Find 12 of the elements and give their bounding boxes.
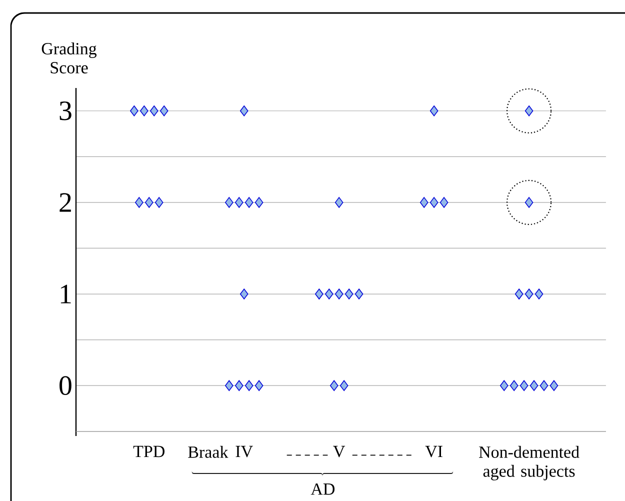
y-tick-label: 3 [60,101,72,120]
y-tick-label: 1 [60,284,71,304]
x-tick-label: TPD [133,446,164,458]
x-tick-label: Non-demented aged subjects [479,446,580,480]
text: AD [310,483,335,495]
x-tick-label: V [333,446,346,458]
y-tick-label: 2 [60,193,71,212]
text: Braak [188,446,228,458]
x-tick-label: VI [425,446,442,458]
y-tick-label: 0 [60,376,72,396]
x-tick-label: IV [236,446,253,458]
y-axis-title: Grading Score [42,42,97,74]
